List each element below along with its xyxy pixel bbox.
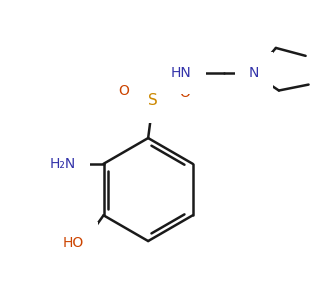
Text: H₂N: H₂N [49, 157, 76, 171]
Text: O: O [179, 86, 190, 99]
Text: HN: HN [171, 66, 192, 80]
Text: O: O [118, 84, 129, 98]
Text: HO: HO [62, 236, 84, 250]
Text: N: N [249, 66, 259, 80]
Text: S: S [148, 93, 158, 108]
